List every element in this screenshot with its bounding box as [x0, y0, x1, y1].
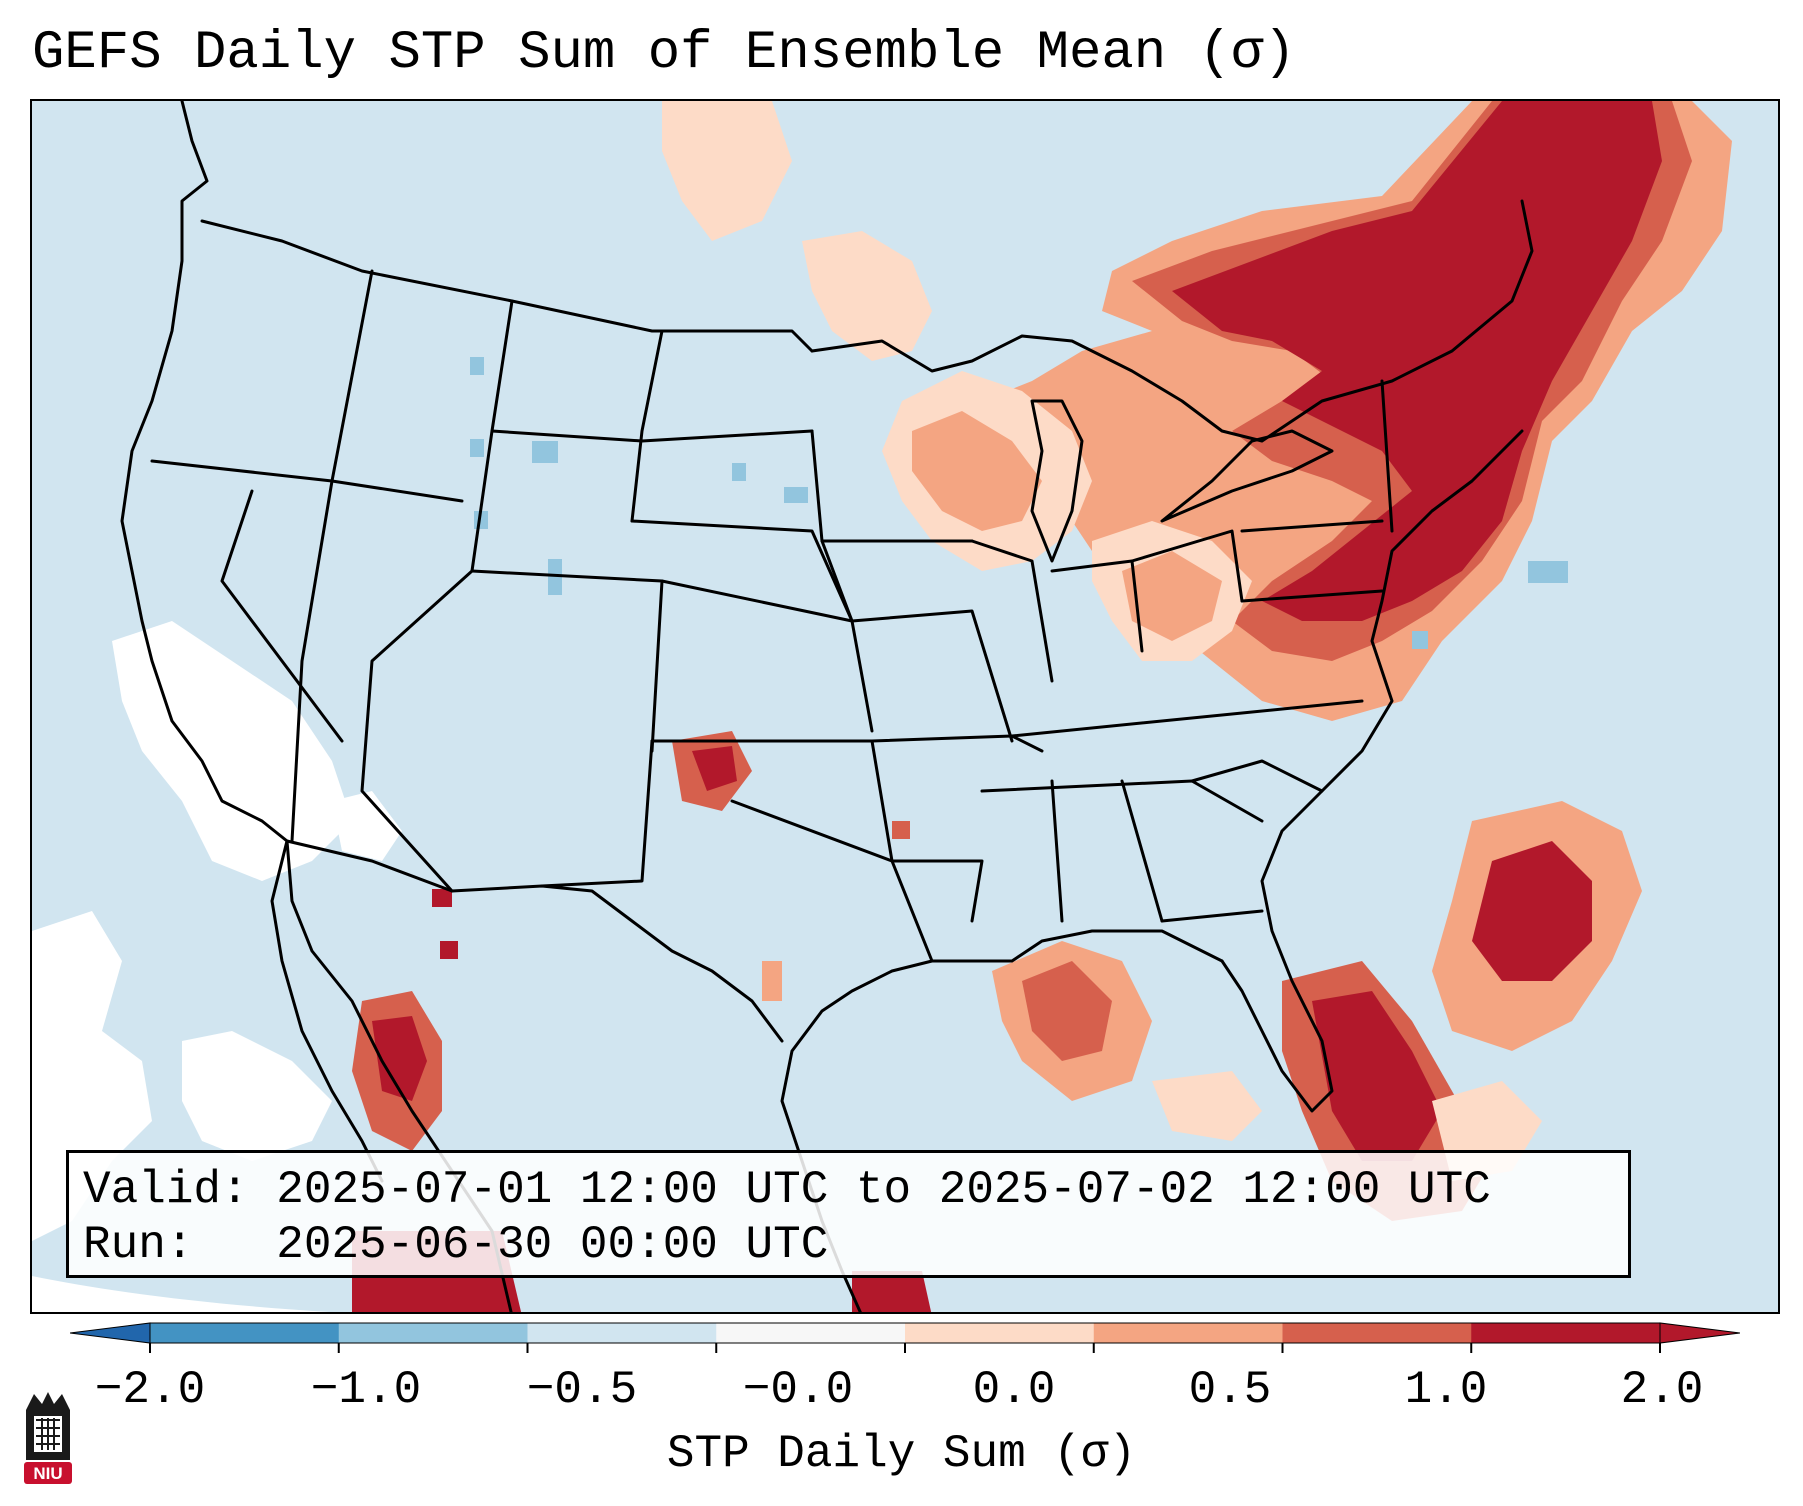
stp-negative-pixels: [470, 357, 1568, 649]
run-time-text: Run: 2025-06-30 00:00 UTC: [83, 1219, 829, 1271]
map-panel: [30, 99, 1780, 1314]
colorbar: [70, 1322, 1740, 1353]
colorbar-segments: [149, 1322, 1661, 1344]
stp-field-northeast: [982, 101, 1732, 721]
colorbar-segment: [150, 1323, 340, 1343]
colorbar-segment: [1471, 1323, 1661, 1343]
colorbar-extend-low: [70, 1322, 151, 1344]
logo-text: NIU: [33, 1464, 62, 1483]
colorbar-segment: [1093, 1323, 1283, 1343]
colorbar-tick-label: −2.0: [94, 1364, 206, 1416]
colorbar-segment: [716, 1323, 906, 1343]
niu-logo-icon: NIU: [24, 1392, 72, 1484]
colorbar-tick-marks: [149, 1343, 1661, 1353]
colorbar-label: STP Daily Sum (σ): [666, 1428, 1137, 1480]
colorbar-tick-label: 1.0: [1404, 1364, 1488, 1416]
valid-run-info-box: Valid: 2025-07-01 12:00 UTC to 2025-07-0…: [66, 1150, 1631, 1278]
colorbar-tick-label: 0.5: [1188, 1364, 1272, 1416]
colorbar-tick-label: −0.0: [742, 1364, 854, 1416]
colorbar-tick-label: 2.0: [1620, 1364, 1704, 1416]
colorbar-segment: [1282, 1323, 1472, 1343]
colorbar-tick-label: −0.5: [526, 1364, 638, 1416]
colorbar-segment: [338, 1323, 528, 1343]
valid-time-text: Valid: 2025-07-01 12:00 UTC to 2025-07-0…: [83, 1164, 1491, 1216]
geographic-boundaries: [120, 101, 1534, 1312]
stp-field-midwest: [662, 101, 1252, 661]
colorbar-extend-high: [1659, 1322, 1740, 1344]
colorbar-tick-label: 0.0: [972, 1364, 1056, 1416]
map-canvas: [32, 101, 1732, 1312]
colorbar-segment: [527, 1323, 717, 1343]
colorbar-tick-label: −1.0: [310, 1364, 422, 1416]
colorbar-segment: [905, 1323, 1095, 1343]
chart-title: GEFS Daily STP Sum of Ensemble Mean (σ): [32, 23, 1296, 84]
